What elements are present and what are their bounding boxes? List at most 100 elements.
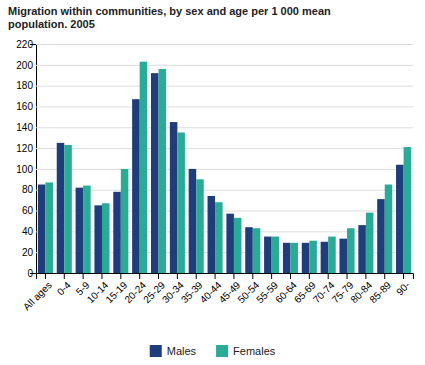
bar <box>302 243 310 273</box>
bar <box>151 73 159 273</box>
bar <box>226 214 234 273</box>
x-tick-line <box>64 273 65 279</box>
bar <box>234 218 242 273</box>
chart: Migration within communities, by sex and… <box>0 0 425 365</box>
x-tick-line <box>403 273 404 279</box>
x-tick-line <box>290 273 291 279</box>
bar <box>38 185 46 273</box>
x-tick-line <box>196 273 197 279</box>
y-tick-label: 160 <box>16 101 33 112</box>
legend-swatch <box>150 345 162 357</box>
bar <box>102 203 110 273</box>
y-tick: 220 <box>16 39 413 50</box>
bar <box>358 225 366 273</box>
bar <box>245 227 253 273</box>
bar <box>189 169 197 273</box>
y-tick-label: 120 <box>16 143 33 154</box>
grid-line <box>36 169 413 170</box>
x-tick-line <box>101 273 102 279</box>
bar <box>339 239 347 273</box>
grid-line <box>36 190 413 191</box>
x-tick-label: All ages <box>21 279 54 312</box>
x-tick-label: 85-89 <box>367 279 393 305</box>
grid-line <box>36 65 413 66</box>
grid-line <box>36 127 413 128</box>
x-tick-line <box>328 273 329 279</box>
bar <box>377 199 385 273</box>
legend: Males Females <box>150 345 276 357</box>
grid-line <box>36 106 413 107</box>
title-line: population. 2005 <box>8 18 95 30</box>
y-tick-label: 60 <box>22 205 34 216</box>
x-tick-line <box>384 273 385 279</box>
y-tick-label: 0 <box>27 268 33 279</box>
y-tick: 140 <box>16 122 413 133</box>
x-tick-line <box>347 273 348 279</box>
bar <box>83 186 91 273</box>
y-tick-label: 20 <box>22 247 34 258</box>
grid-line <box>36 148 413 149</box>
grid-line <box>36 44 413 45</box>
x-tick-line <box>158 273 159 279</box>
series <box>38 73 404 273</box>
x-tick-label: 90- <box>394 279 412 297</box>
x-tick: 85-89 <box>367 273 393 305</box>
bar <box>272 237 280 273</box>
y-axis: 020406080100120140160180200220 <box>16 39 413 279</box>
x-tick-line <box>271 273 272 279</box>
y-axis-line <box>30 45 37 274</box>
y-tick: 160 <box>16 101 413 112</box>
bar <box>121 169 129 273</box>
y-tick: 120 <box>16 143 413 154</box>
x-tick: All ages <box>21 273 54 312</box>
bar <box>94 205 102 273</box>
x-tick-line <box>45 273 46 279</box>
bar <box>45 182 53 273</box>
bar <box>290 243 298 273</box>
title-line: Migration within communities, by sex and… <box>8 5 331 17</box>
legend-label: Females <box>233 345 276 357</box>
bar <box>208 196 216 273</box>
bar <box>283 243 291 273</box>
grid-line <box>36 211 413 212</box>
y-tick: 200 <box>16 60 413 71</box>
x-tick: 90- <box>394 273 412 297</box>
y-tick: 180 <box>16 80 413 91</box>
bar <box>132 99 140 273</box>
legend-item: Females <box>216 345 276 357</box>
legend-label: Males <box>167 345 197 357</box>
x-axis-line <box>37 274 414 280</box>
x-tick: 0-4 <box>55 273 73 297</box>
bar <box>113 192 121 273</box>
y-tick-label: 140 <box>16 122 33 133</box>
x-axis: All ages0-45-910-1415-1920-2425-2930-343… <box>21 273 414 312</box>
x-tick-line <box>233 273 234 279</box>
bar <box>159 69 167 273</box>
bar <box>170 122 178 273</box>
x-tick-label: 0-4 <box>55 279 73 297</box>
x-tick-line <box>215 273 216 279</box>
bar <box>347 228 355 273</box>
y-tick-label: 40 <box>22 226 34 237</box>
plot: 020406080100120140160180200220All ages0-… <box>16 39 413 313</box>
y-tick-label: 220 <box>16 39 33 50</box>
x-tick-line <box>309 273 310 279</box>
bar <box>57 143 65 273</box>
legend-swatch <box>216 345 228 357</box>
bar <box>196 179 204 273</box>
bar <box>404 147 412 273</box>
bar <box>76 188 84 273</box>
x-tick-line <box>83 273 84 279</box>
series <box>45 62 411 273</box>
title: Migration within communities, by sex and… <box>8 5 331 30</box>
bar <box>215 202 223 273</box>
bar <box>253 228 261 273</box>
y-tick-label: 200 <box>16 60 33 71</box>
bar <box>264 237 272 273</box>
bar <box>177 132 185 273</box>
grid-line <box>36 252 413 253</box>
y-tick-label: 180 <box>16 80 33 91</box>
legend-item: Males <box>150 345 197 357</box>
bar <box>140 62 148 273</box>
bars <box>38 62 411 273</box>
